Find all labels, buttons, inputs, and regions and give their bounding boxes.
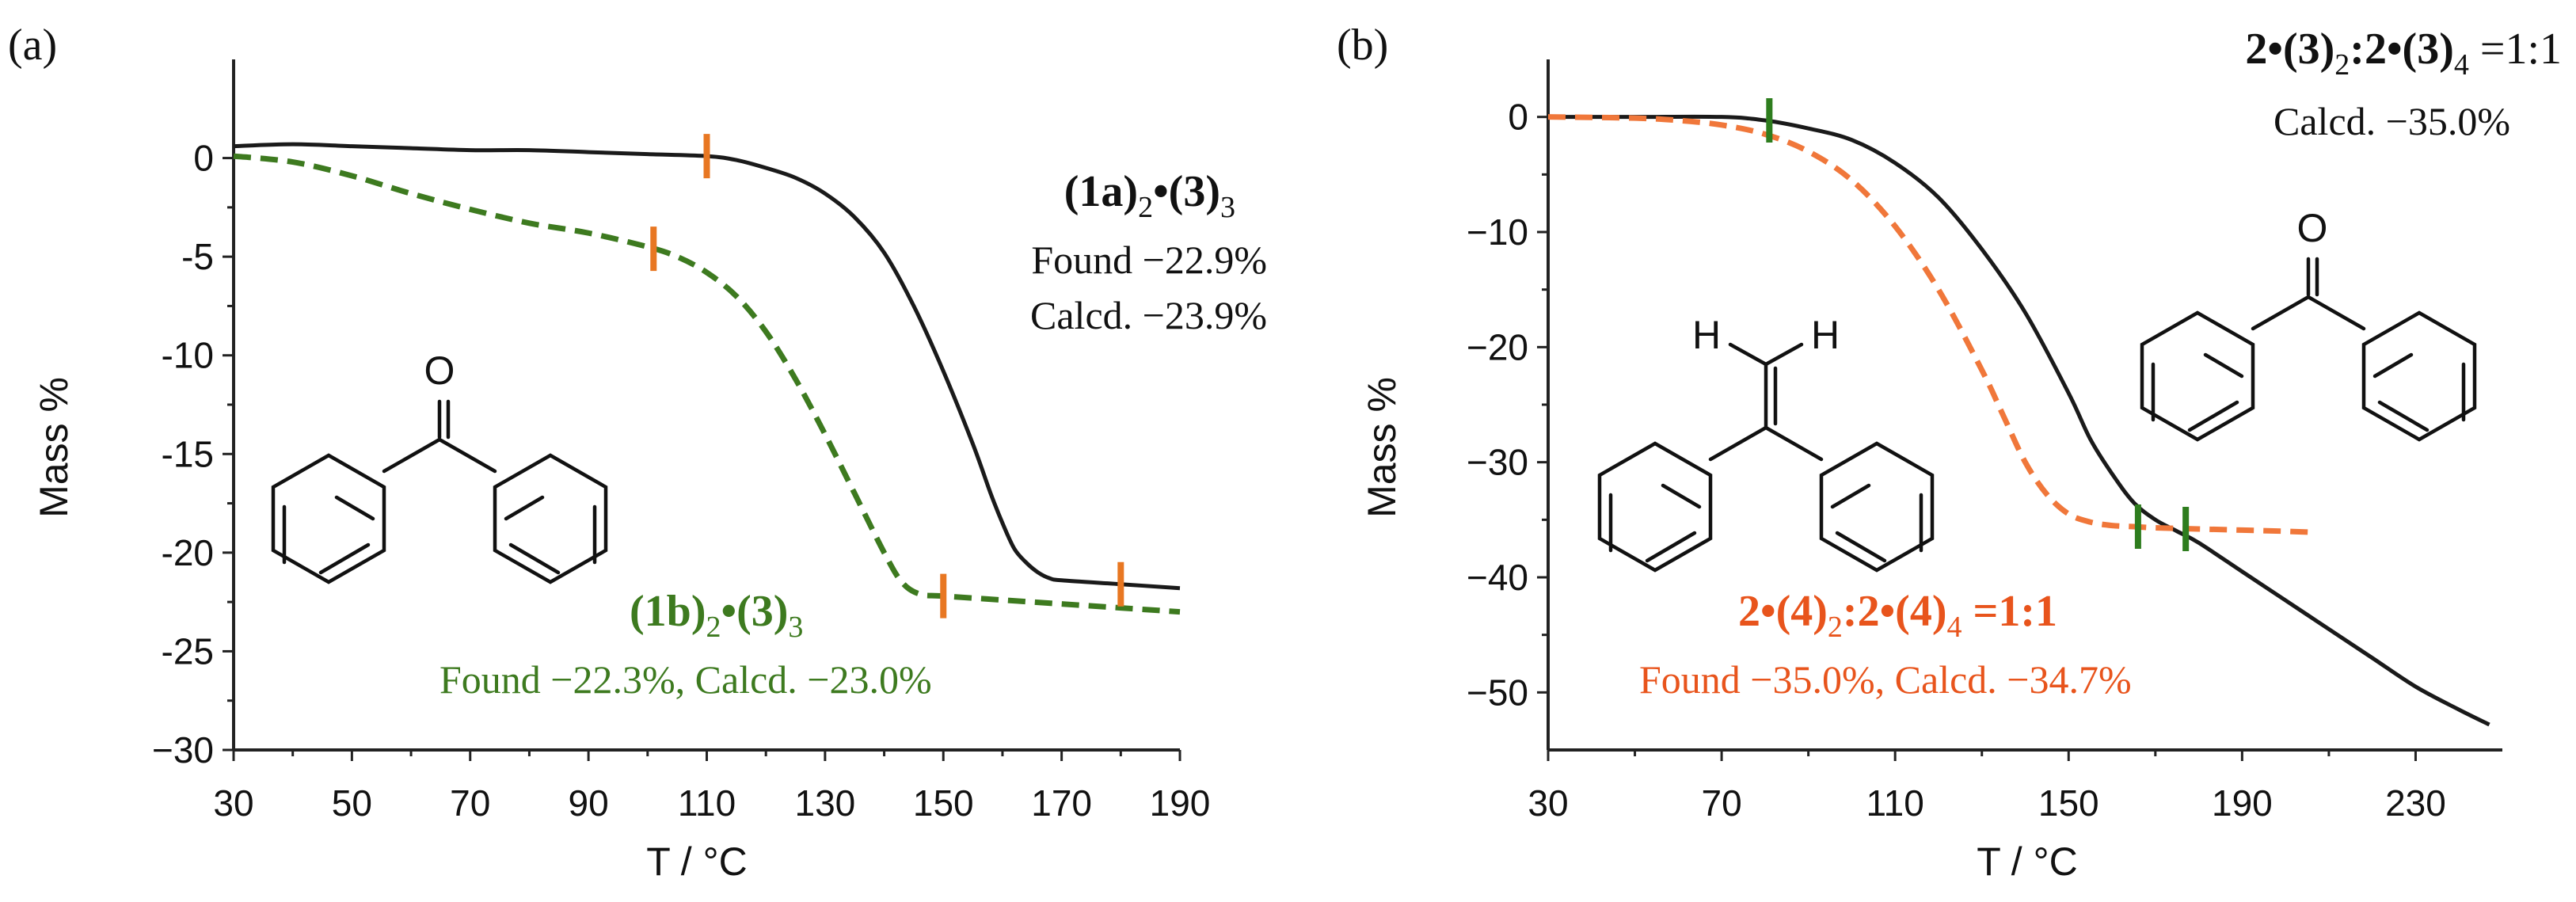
x-tick-label: 150 bbox=[2038, 782, 2099, 824]
panel-a-series bbox=[233, 142, 1181, 615]
x-tick-label: 190 bbox=[1150, 782, 1211, 824]
y-tick-label: 0 bbox=[1508, 97, 1528, 138]
y-tick-label: −30 bbox=[1467, 442, 1528, 483]
panel-b-x-axis-label: T / °C bbox=[1977, 839, 2077, 884]
x-tick-label: 70 bbox=[450, 782, 490, 824]
panel-b: (b) Mass % T / °C 0 −10 −20 −30 −40 −50 30 70 11… bbox=[1337, 21, 2562, 884]
panel-a-black-formula: (1a)2•(3)3 bbox=[1064, 167, 1235, 224]
benzophenone-structure-b: O bbox=[2140, 206, 2477, 442]
panel-b-black-formula: 2•(3)2:2•(3)4 =1:1 bbox=[2245, 25, 2562, 82]
series-line-1 bbox=[233, 142, 1181, 591]
diphenylethylene-structure: H H bbox=[1597, 313, 1935, 573]
x-tick-label: 150 bbox=[913, 782, 974, 824]
hydrogen-atom-label-right: H bbox=[1811, 313, 1840, 357]
x-tick-label: 90 bbox=[569, 782, 609, 824]
panel-a-green-formula: (1b)2•(3)3 bbox=[630, 587, 803, 644]
panel-a-y-axis-label: Mass % bbox=[32, 377, 76, 518]
panel-b-orange-found-calcd: Found −35.0%, Calcd. −34.7% bbox=[1639, 657, 2132, 702]
benzophenone-structure-a: O bbox=[271, 348, 608, 584]
x-tick-label: 110 bbox=[1866, 782, 1924, 824]
y-tick-label: −30 bbox=[152, 729, 214, 771]
y-tick-label: −20 bbox=[1467, 326, 1528, 367]
panel-a-green-found-calcd: Found −22.3%, Calcd. −23.0% bbox=[439, 657, 932, 702]
y-tick-label: −10 bbox=[1467, 211, 1528, 253]
x-tick-label: 50 bbox=[332, 782, 372, 824]
x-tick-label: 130 bbox=[795, 782, 856, 824]
x-tick-label: 190 bbox=[2212, 782, 2273, 824]
y-tick-label: -25 bbox=[162, 630, 214, 672]
x-tick-label: 30 bbox=[213, 782, 253, 824]
series-line-2 bbox=[233, 153, 1181, 615]
panel-b-black-calcd: Calcd. −35.0% bbox=[2274, 99, 2510, 143]
x-tick-label: 70 bbox=[1702, 782, 1742, 824]
panel-a-black-calcd: Calcd. −23.9% bbox=[1030, 293, 1267, 337]
panel-a: (a) Mass % T / °C 0 -5 -10 -15 -20 -25 −30 30 50… bbox=[8, 21, 1267, 884]
x-tick-label: 110 bbox=[678, 782, 736, 824]
panel-b-markers bbox=[1766, 98, 2190, 551]
hydrogen-atom-label-left: H bbox=[1692, 313, 1721, 357]
panel-b-label: (b) bbox=[1337, 21, 1388, 70]
series-line-2 bbox=[1547, 114, 2316, 535]
y-tick-label: -15 bbox=[162, 433, 214, 474]
x-tick-label: 230 bbox=[2385, 782, 2446, 824]
y-tick-label: −40 bbox=[1467, 557, 1528, 598]
panel-b-orange-formula: 2•(4)2:2•(4)4 =1:1 bbox=[1738, 587, 2057, 644]
y-tick-label: −50 bbox=[1467, 672, 1528, 713]
panel-b-ticks: 0 −10 −20 −30 −40 −50 30 70 110 150 190 230 bbox=[1467, 97, 2446, 824]
y-tick-label: 0 bbox=[193, 138, 214, 179]
y-tick-label: -5 bbox=[181, 236, 214, 277]
panel-b-series bbox=[1547, 114, 2490, 727]
panel-a-label: (a) bbox=[8, 21, 57, 70]
oxygen-atom-label-b: O bbox=[2297, 206, 2328, 250]
y-tick-label: -20 bbox=[162, 532, 214, 573]
oxygen-atom-label: O bbox=[424, 348, 455, 393]
x-tick-label: 30 bbox=[1528, 782, 1568, 824]
panel-a-black-found: Found −22.9% bbox=[1031, 238, 1267, 282]
panel-a-markers bbox=[650, 134, 1124, 618]
panel-a-ticks: 0 -5 -10 -15 -20 -25 −30 30 50 70 90 110 130 150 170 19… bbox=[152, 138, 1210, 824]
series-line-1 bbox=[1548, 114, 2490, 727]
y-tick-label: -10 bbox=[162, 335, 214, 376]
x-tick-label: 170 bbox=[1031, 782, 1092, 824]
panel-a-x-axis-label: T / °C bbox=[646, 839, 747, 884]
panel-b-y-axis-label: Mass % bbox=[1360, 377, 1404, 518]
